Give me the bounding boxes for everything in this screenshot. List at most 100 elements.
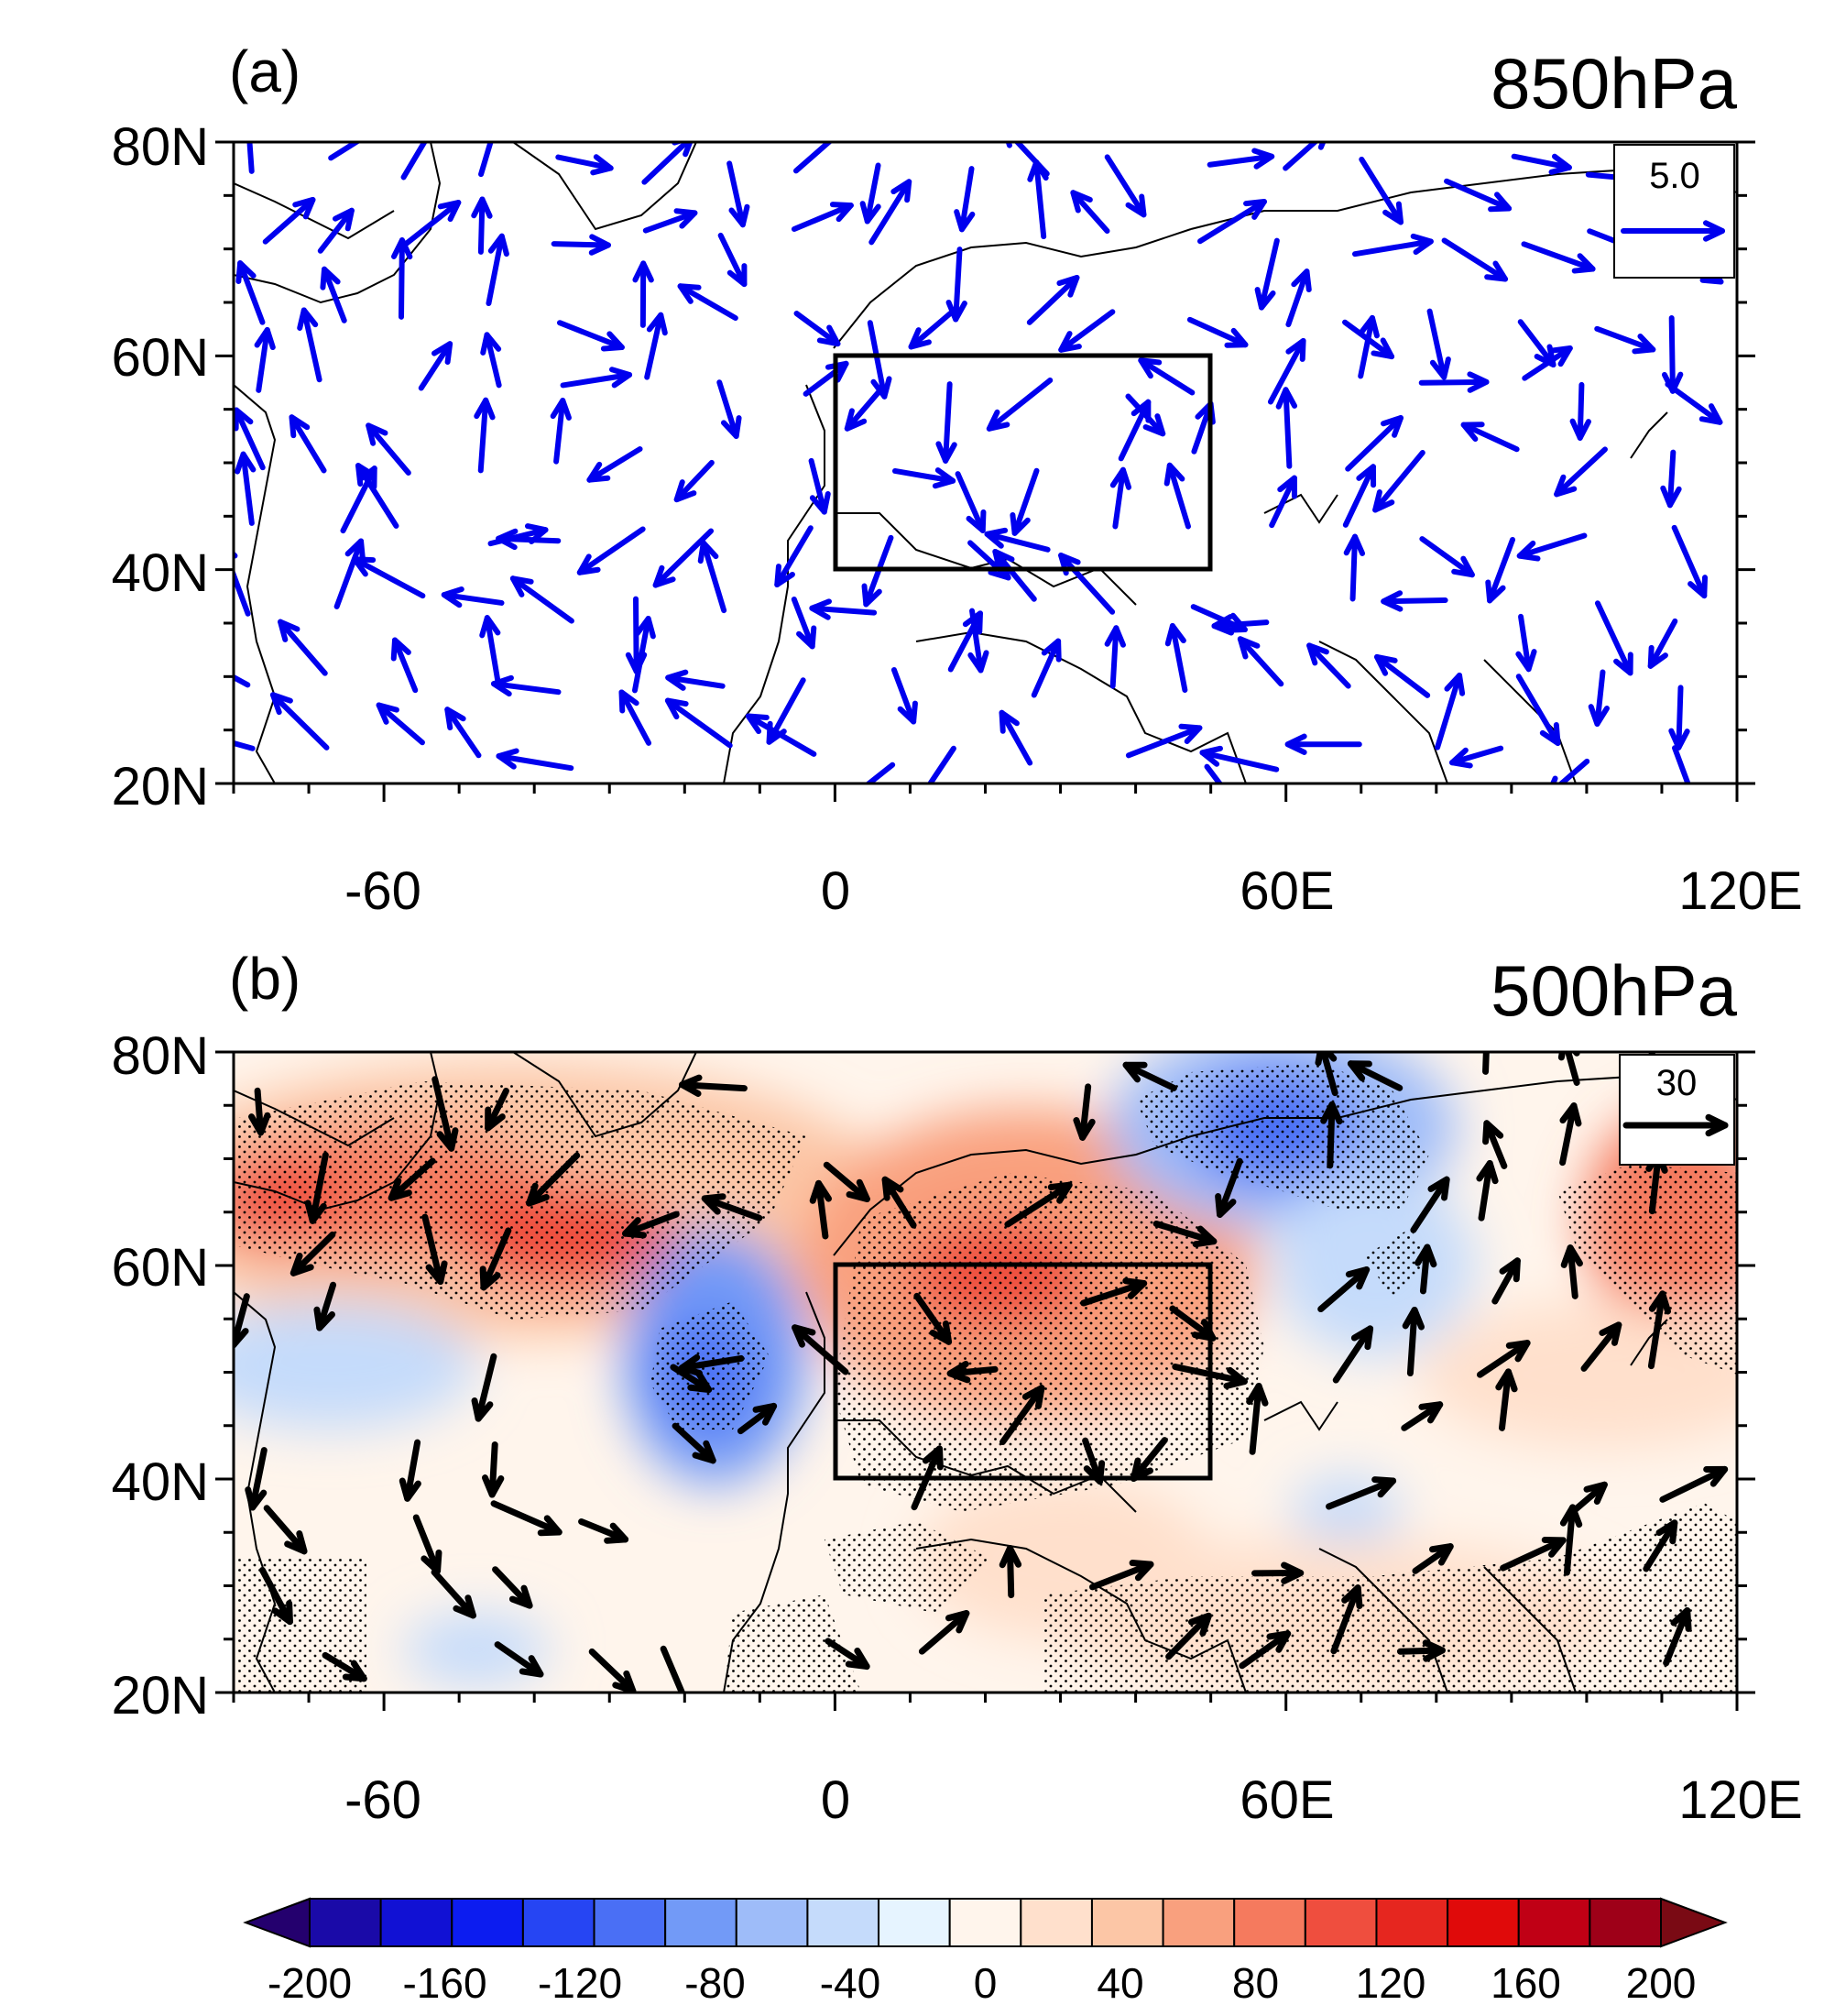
wind-vector (1138, 357, 1196, 396)
wind-vector (1285, 268, 1312, 328)
wind-vector (1031, 638, 1062, 698)
colorbar-tick-label: 120 (1356, 1959, 1426, 2007)
wind-vector (823, 1161, 870, 1203)
wind-vector (1197, 199, 1267, 245)
wind-vector (935, 381, 957, 464)
colorbar-box (664, 1898, 737, 1947)
panel-b-xlabel-m60: -60 (344, 1770, 421, 1830)
wind-vector (235, 260, 266, 325)
wind-vector (1588, 669, 1610, 727)
wind-vector (716, 379, 742, 439)
wind-vector (1482, 1052, 1490, 1075)
wind-vector (1381, 590, 1448, 612)
wind-vector (376, 702, 425, 746)
wind-vector (588, 1648, 637, 1693)
colorbar-box (1447, 1898, 1520, 1947)
wind-vector (388, 1157, 436, 1201)
wind-vector (246, 142, 255, 174)
wind-vector (864, 761, 896, 783)
wind-vector (1668, 685, 1690, 751)
wind-vector (333, 538, 366, 609)
wind-vector (1211, 614, 1270, 636)
wind-vector (480, 332, 502, 389)
wind-vector (1254, 237, 1280, 311)
wind-vector (1109, 466, 1132, 530)
wind-vector (1088, 1560, 1154, 1591)
wind-vector (881, 1176, 917, 1229)
wind-vector (509, 575, 574, 624)
wind-vector (1125, 393, 1166, 437)
wind-vector (1643, 1519, 1678, 1572)
panel-a-xlabel-60e: 60E (1240, 861, 1334, 921)
wind-vector (485, 1087, 509, 1132)
wind-vector (1402, 1307, 1425, 1377)
wind-vector (479, 615, 501, 686)
wind-vector (918, 745, 956, 783)
wind-vector (1332, 1325, 1374, 1384)
wind-vector (679, 1074, 748, 1097)
wind-vector (867, 320, 892, 400)
wind-vector (1412, 1543, 1454, 1574)
panel-b-ylabel-80n: 80N (112, 1026, 209, 1086)
wind-vector (1320, 1101, 1343, 1169)
wind-vector (289, 1231, 336, 1276)
wind-vector (254, 326, 276, 393)
wind-vector (526, 1152, 581, 1207)
colorbar-tick-label: -120 (538, 1959, 622, 2007)
colorbar-box (878, 1898, 951, 1947)
wind-vector (560, 367, 633, 389)
wind-vector (955, 471, 987, 533)
wind-vector (792, 142, 846, 174)
wind-vector (1204, 763, 1224, 783)
wind-vector (1267, 337, 1306, 405)
wind-vector (1660, 449, 1682, 509)
panel-a-xlabel-m60: -60 (344, 861, 421, 921)
colorbar-box (735, 1898, 809, 1947)
panel-a: (a) 850hPa (112, 38, 1803, 921)
panel-b-ref-label: 30 (1656, 1063, 1698, 1103)
panel-b-wind-vectors (234, 1052, 1729, 1693)
wind-vector (678, 1353, 745, 1376)
wind-vector (1559, 1504, 1583, 1576)
wind-vector (665, 669, 726, 691)
wind-vector (1283, 142, 1327, 171)
wind-vector (366, 422, 411, 476)
wind-vector (494, 1641, 544, 1678)
wind-vector (397, 200, 462, 252)
wind-vector (1163, 462, 1191, 530)
wind-vector (245, 1447, 268, 1511)
wind-vector (1569, 381, 1591, 441)
wind-vector (481, 1441, 505, 1498)
wind-vector (946, 1361, 999, 1384)
colorbar-tick-label: -160 (402, 1959, 486, 2007)
wind-vector (1511, 153, 1572, 175)
wind-vector (1554, 446, 1608, 498)
wind-vector (844, 385, 885, 432)
wind-vector (1118, 399, 1152, 462)
wind-vector (1326, 1476, 1397, 1510)
colorbar-box (1020, 1898, 1093, 1947)
wind-vector (1070, 190, 1110, 235)
wind-vector (1058, 309, 1116, 353)
wind-vector (673, 459, 715, 503)
colorbar-tick-label: -200 (268, 1959, 352, 2007)
wind-vector (908, 311, 954, 350)
panel-a-ref-label: 5.0 (1649, 156, 1700, 196)
wind-vector (1522, 345, 1573, 381)
wind-vector (1237, 636, 1284, 687)
wind-vector (992, 548, 1037, 602)
wind-vector (1396, 1639, 1446, 1662)
wind-vector (954, 166, 976, 233)
wind-vector (986, 378, 1054, 432)
wind-vector (660, 1645, 686, 1693)
panel-b-xlabel-0: 0 (821, 1770, 850, 1830)
panel-a-ylabel-60n: 60N (112, 328, 209, 388)
wind-vector (1515, 674, 1561, 746)
panel-b-map (234, 1052, 1737, 1693)
wind-vector (1104, 625, 1126, 689)
wind-vector (490, 1500, 563, 1537)
wind-vector (945, 247, 967, 323)
wind-vector (471, 1353, 497, 1422)
wind-vector (586, 446, 643, 483)
colorbar-tick-label: -80 (684, 1959, 745, 2007)
